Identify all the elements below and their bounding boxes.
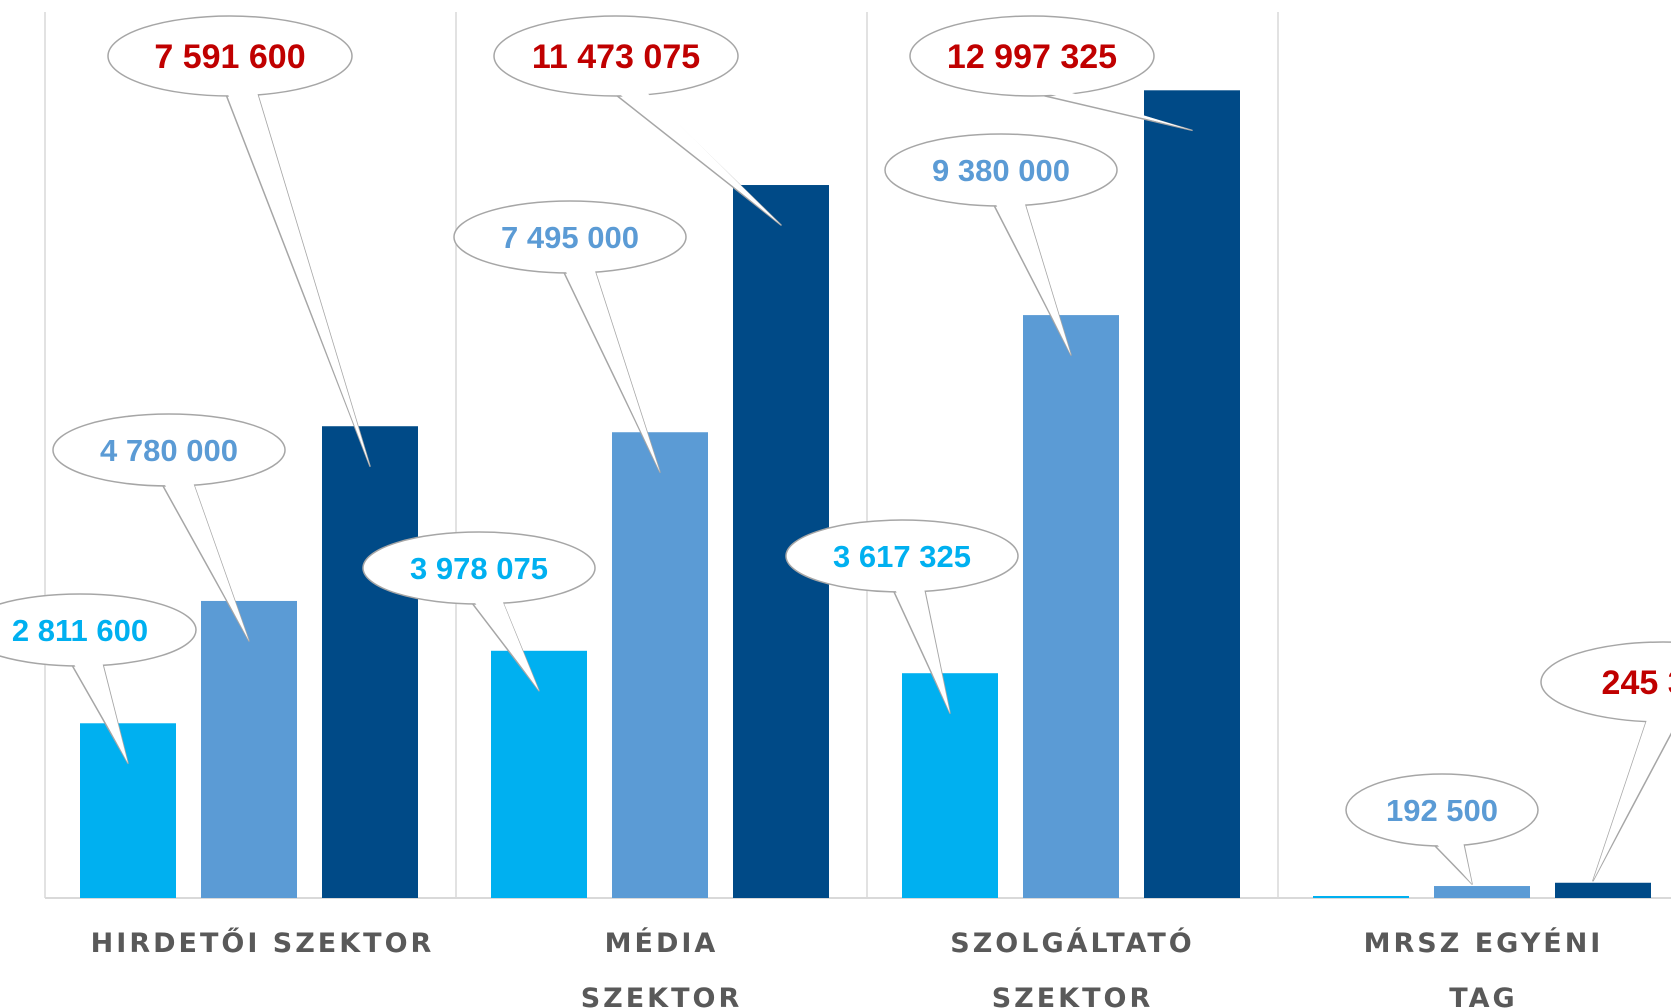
- data-label: 3 617 325: [833, 539, 971, 574]
- data-label: 7 495 000: [501, 220, 639, 255]
- data-label-callout: 4 780 000: [52, 413, 286, 642]
- category-label: SZEKTOR: [992, 983, 1154, 1008]
- category-label: SZOLGÁLTATÓ: [950, 927, 1194, 959]
- callout-bubble: [909, 15, 1155, 97]
- data-label-callout: 192 500: [1345, 773, 1539, 885]
- bar: [1555, 882, 1651, 898]
- data-label-callout: 7 495 000: [453, 200, 687, 473]
- data-label: 192 500: [1386, 793, 1498, 828]
- category-label: MÉDIA: [605, 927, 719, 959]
- data-label-callout: 9 380 000: [884, 133, 1118, 356]
- data-label-callout: 2 811 600: [0, 593, 197, 765]
- data-label: 11 473 075: [532, 38, 700, 76]
- data-label-callouts: 2 811 600 3 978 075 3 617 325 4 780 000 7 49…: [0, 15, 1671, 885]
- data-label: 7 591 600: [154, 38, 305, 76]
- data-label: 3 978 075: [410, 551, 548, 586]
- data-label-callout: 3 617 325: [785, 519, 1019, 714]
- category-label: SZEKTOR: [581, 983, 743, 1008]
- category-label: HIRDETŐI SZEKTOR: [91, 927, 435, 959]
- bar: [1313, 896, 1409, 898]
- bar: [80, 723, 176, 898]
- category-label: MRSZ EGYÉNI: [1364, 927, 1604, 959]
- bar: [201, 600, 297, 898]
- bar: [902, 673, 998, 898]
- callout-tail-fill: [993, 199, 1071, 356]
- callout-tail-fill: [613, 89, 781, 226]
- data-label: 12 997 325: [947, 38, 1117, 76]
- data-label-callout: 7 591 600: [107, 15, 371, 467]
- category-separators: [44, 12, 1279, 898]
- bar: [1023, 315, 1119, 898]
- category-label: TAG: [1449, 983, 1517, 1008]
- callout-tail-fill: [162, 479, 249, 641]
- bar: [612, 432, 708, 898]
- callout-bubble: [493, 15, 739, 97]
- bar: [1144, 90, 1240, 899]
- callout-tail: [611, 91, 782, 226]
- data-label-callout: 3 978 075: [362, 531, 596, 692]
- bars: [80, 90, 1651, 899]
- data-label: 245 300: [1602, 664, 1671, 702]
- callout-tail-fill: [226, 89, 370, 467]
- callout-tail-fill: [471, 597, 539, 691]
- data-label-callout: 12 997 325: [909, 15, 1193, 132]
- data-label: 4 780 000: [100, 433, 238, 468]
- bar: [322, 426, 418, 898]
- callout-tail-fill: [563, 266, 660, 473]
- callout-tail-fill: [893, 585, 950, 714]
- bar: [491, 650, 587, 898]
- data-label-callout: 11 473 075: [493, 15, 782, 226]
- data-label-callout: 245 300: [1540, 641, 1671, 882]
- bar: [1434, 886, 1530, 898]
- callout-tail-fill: [1432, 839, 1472, 885]
- callout-tail: [561, 268, 661, 473]
- callout-tail-fill: [1593, 715, 1671, 881]
- data-label: 2 811 600: [12, 613, 148, 648]
- data-label: 9 380 000: [932, 153, 1070, 188]
- category-labels: HIRDETŐI SZEKTOR MÉDIA SZEKTOR SZOLGÁLTATÓ S…: [91, 927, 1604, 1008]
- callout-tail-fill: [1029, 89, 1192, 131]
- callout-tail: [224, 91, 371, 467]
- callout-tail-fill: [71, 659, 128, 764]
